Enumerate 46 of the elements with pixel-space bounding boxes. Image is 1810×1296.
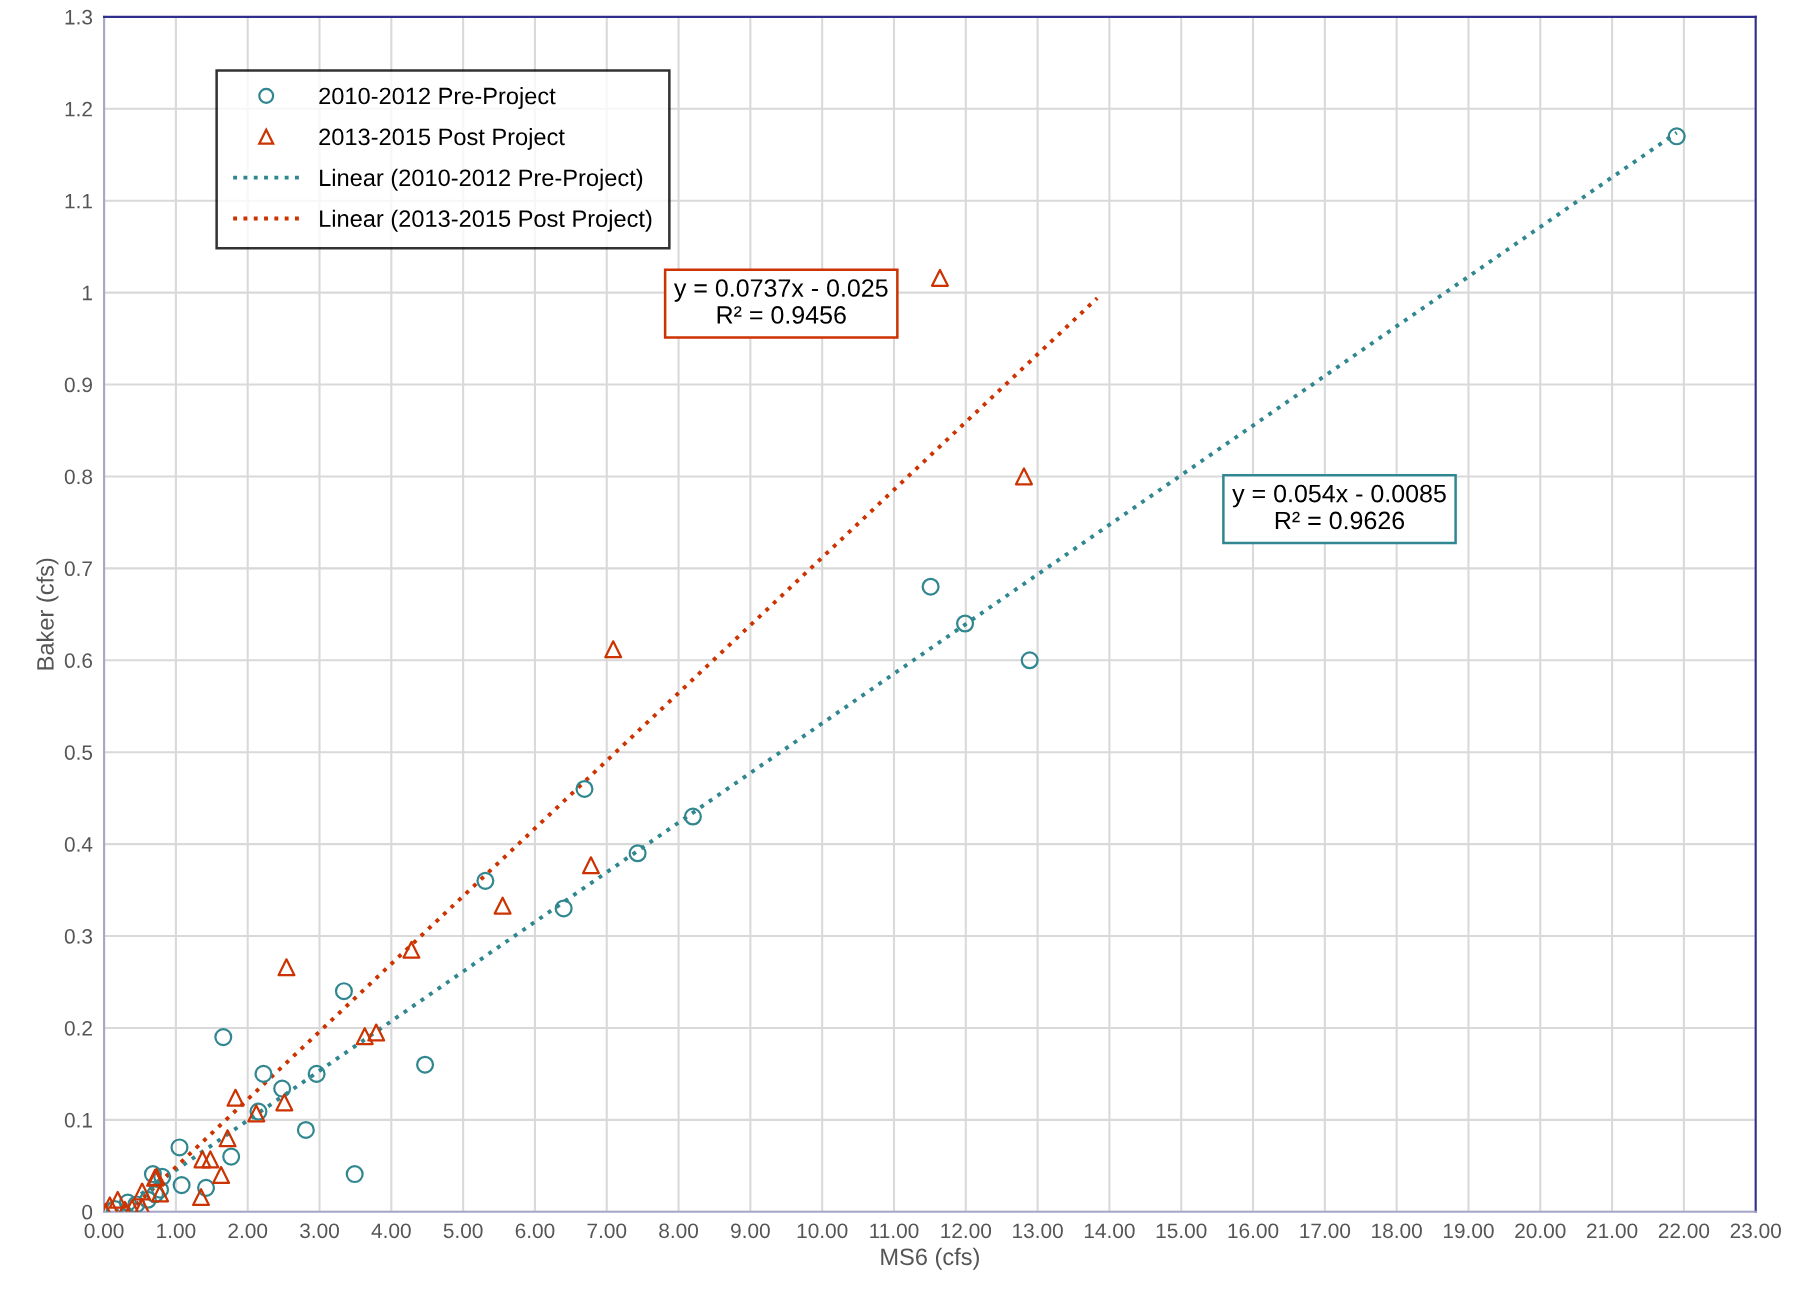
x-tick-label: 14.00 xyxy=(1084,1223,1135,1239)
y-tick-label: 0.6 xyxy=(64,653,93,669)
x-tick-label: 9.00 xyxy=(731,1223,770,1239)
y-tick-label: 0.5 xyxy=(64,745,93,760)
x-tick-label: 7.00 xyxy=(587,1223,627,1239)
x-tick-label: 3.00 xyxy=(300,1223,339,1239)
x-tick-label: 2.00 xyxy=(228,1223,268,1239)
x-tick-label: 8.00 xyxy=(659,1223,699,1239)
legend-label: Linear (2013-2015 Post Project) xyxy=(320,209,652,232)
y-tick-label: 1 xyxy=(82,285,92,301)
y-tick-label: 0.8 xyxy=(64,469,93,485)
y-tick-label: 0.7 xyxy=(64,561,92,577)
x-tick-label: 21.00 xyxy=(1587,1223,1638,1239)
legend-label: Linear (2010-2012 Pre-Project) xyxy=(320,168,643,191)
y-tick-label: 0.2 xyxy=(64,1020,92,1036)
x-tick-label: 16.00 xyxy=(1228,1223,1279,1239)
x-tick-label: 15.00 xyxy=(1156,1223,1207,1239)
x-tick-label: 18.00 xyxy=(1372,1223,1422,1239)
y-tick-label: 1.2 xyxy=(65,101,92,117)
legend-label: 2010-2012 Pre-Project xyxy=(319,87,556,110)
legend-label: 2013-2015 Post Project xyxy=(319,127,565,150)
annotation: y = 0.0737x - 0.025 R² = 0.9456 xyxy=(673,279,888,324)
x-tick-label: 19.00 xyxy=(1443,1223,1494,1239)
x-tick-label: 1.00 xyxy=(157,1223,196,1239)
y-tick-label: 0.9 xyxy=(64,377,92,393)
x-tick-label: 17.00 xyxy=(1300,1223,1351,1239)
x-axis-title: MS6 (cfs) xyxy=(881,1247,979,1270)
y-axis-title: Baker (cfs) xyxy=(36,558,59,670)
x-tick-label: 10.00 xyxy=(797,1223,848,1239)
x-tick-label: 11.00 xyxy=(870,1223,919,1239)
x-tick-label: 5.00 xyxy=(443,1223,483,1239)
y-tick-label: 1.3 xyxy=(65,9,93,25)
y-tick-label: 0.4 xyxy=(64,837,93,852)
x-tick-label: 6.00 xyxy=(515,1223,555,1239)
x-tick-label: 4.00 xyxy=(371,1223,411,1239)
x-tick-label: 23.00 xyxy=(1730,1223,1781,1239)
x-tick-label: 13.00 xyxy=(1013,1223,1063,1239)
y-tick-label: 0.3 xyxy=(64,929,93,944)
y-tick-label: 1.1 xyxy=(65,193,92,209)
annotation: y = 0.054x - 0.0085 R² = 0.9626 xyxy=(1232,484,1446,530)
y-tick-label: 0.1 xyxy=(64,1112,92,1128)
x-tick-label: 12.00 xyxy=(941,1223,992,1239)
x-tick-label: 0.00 xyxy=(84,1223,124,1239)
y-tick-label: 0 xyxy=(82,1204,93,1220)
x-tick-label: 20.00 xyxy=(1515,1223,1566,1239)
x-tick-label: 22.00 xyxy=(1658,1223,1710,1239)
